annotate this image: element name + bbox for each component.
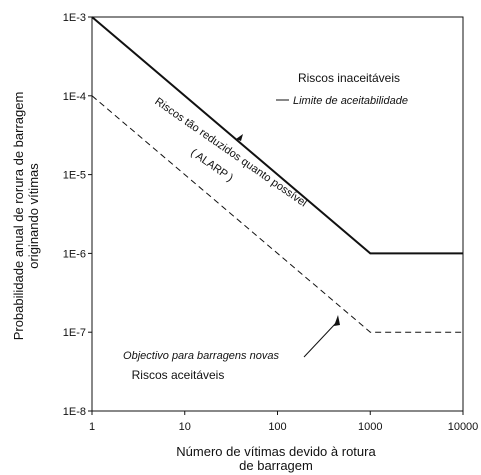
- y-axis-title-line1: Probabilidade anual de rorura de barrage…: [11, 92, 26, 341]
- new-dams-arrowhead: [334, 315, 340, 326]
- new-dams-leader: [303, 322, 337, 358]
- x-tick-label: 10: [179, 421, 191, 433]
- new-dams-target-line: [91, 95, 463, 333]
- y-tick-label: 1E-3: [63, 12, 86, 24]
- y-tick-label: 1E-4: [63, 91, 86, 103]
- y-tick-label: 1E-8: [63, 406, 86, 418]
- x-axis-title-line2: de barragem: [239, 458, 313, 473]
- x-tick-label: 100: [268, 421, 286, 433]
- series-layer: [91, 16, 463, 333]
- limit-label: Limite de aceitabilidade: [293, 95, 408, 107]
- y-tick-label: 1E-7: [63, 327, 86, 339]
- x-tick-label: 1000: [358, 421, 382, 433]
- unacceptable-region-label: Riscos inaceitáveis: [298, 71, 400, 85]
- acceptability-limit-line: [91, 16, 463, 255]
- acceptable-region-label: Riscos aceitáveis: [132, 368, 225, 382]
- x-axis-title-line1: Número de vítimas devido à rotura: [176, 444, 376, 459]
- alarp-label: Riscos tão reduzidos quanto possível: [152, 96, 308, 210]
- new-dams-label: Objectivo para barragens novas: [123, 350, 279, 362]
- y-tick-label: 1E-6: [63, 248, 86, 260]
- limit-arrowhead: [236, 134, 243, 141]
- y-tick-label: 1E-5: [63, 170, 86, 182]
- x-tick-label: 1: [89, 421, 95, 433]
- x-tick-label: 10000: [448, 421, 479, 433]
- y-axis-title-line2: originando vítimas: [26, 163, 41, 269]
- ticks-layer: 1 10 100 1000 10000 1E-3 1E-4 1E-5 1E-6 1E-7 1E-8: [63, 12, 479, 433]
